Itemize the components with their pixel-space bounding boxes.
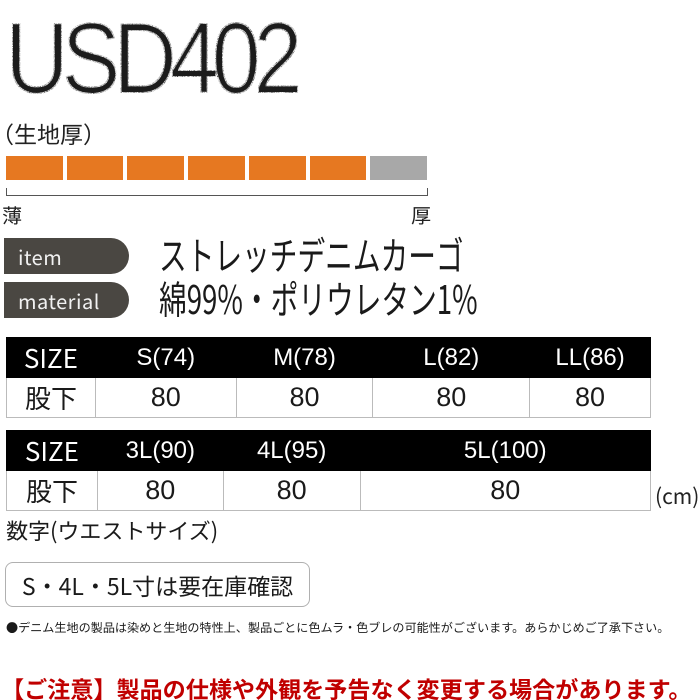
svg-text:USD402: USD402 [5, 2, 298, 100]
